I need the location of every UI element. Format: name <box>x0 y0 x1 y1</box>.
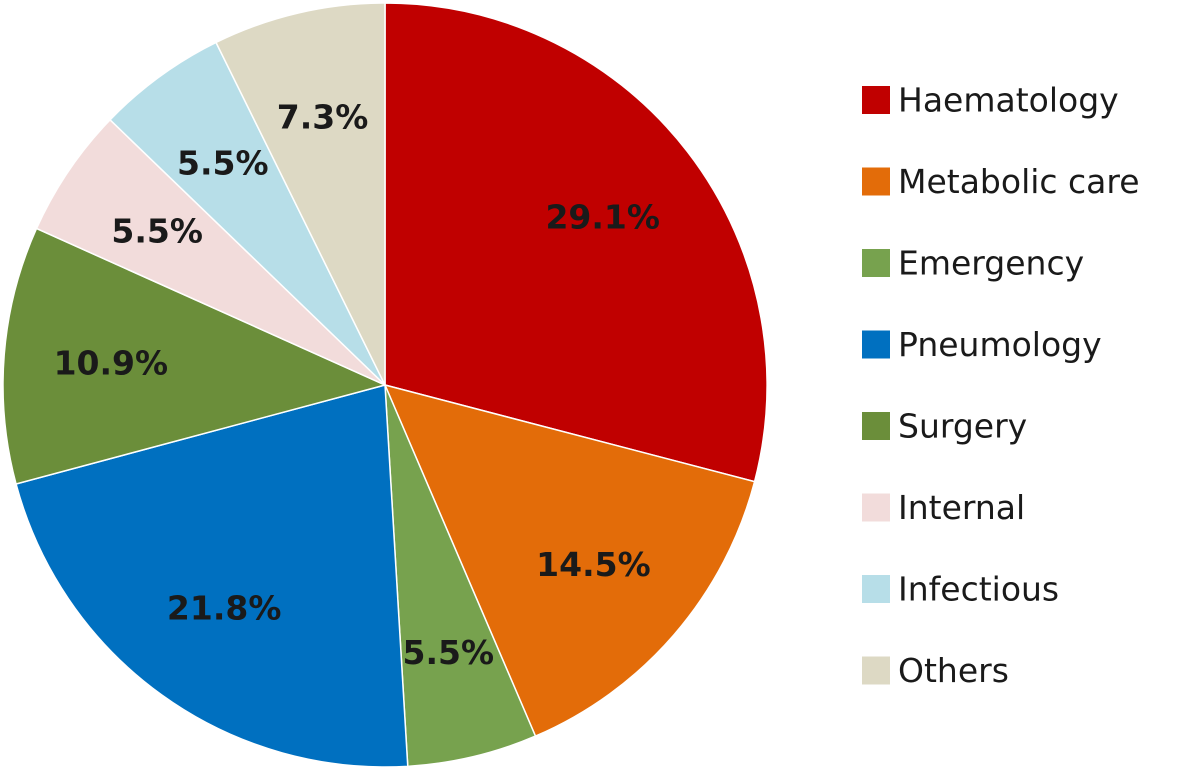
legend-item-haematology: Haematology <box>862 81 1119 120</box>
legend-swatch-internal <box>862 493 890 522</box>
legend-item-metabolic-care: Metabolic care <box>862 162 1140 201</box>
pie-slice-labels: 29.1%14.5%5.5%21.8%10.9%5.5%5.5%7.3% <box>54 98 660 673</box>
slice-label-infectious: 5.5% <box>177 143 269 182</box>
legend-item-pneumology: Pneumology <box>862 325 1102 364</box>
legend-item-infectious: Infectious <box>862 570 1059 609</box>
legend-label-others: Others <box>898 651 1009 690</box>
slice-label-haematology: 29.1% <box>545 197 660 236</box>
pie-slice-others <box>215 2 386 386</box>
legend-swatch-others <box>862 656 890 685</box>
slice-label-surgery: 10.9% <box>54 344 169 383</box>
legend-swatch-emergency <box>862 249 890 277</box>
pie-slice-surgery <box>2 227 388 485</box>
slice-label-metabolic-care: 14.5% <box>536 545 651 584</box>
legend-label-pneumology: Pneumology <box>898 325 1102 364</box>
legend-item-internal: Internal <box>862 488 1025 527</box>
pie-slice-infectious <box>108 41 386 386</box>
legend-item-emergency: Emergency <box>862 244 1084 283</box>
legend-swatch-pneumology <box>862 330 890 359</box>
legend-swatch-surgery <box>862 412 890 440</box>
legend-label-infectious: Infectious <box>898 570 1059 609</box>
slice-label-others: 7.3% <box>277 98 369 137</box>
pie-slice-pneumology <box>15 384 409 768</box>
pie-slices <box>2 2 768 768</box>
slice-label-pneumology: 21.8% <box>167 589 282 628</box>
legend-item-surgery: Surgery <box>862 407 1027 446</box>
slice-label-emergency: 5.5% <box>403 633 495 672</box>
legend-label-internal: Internal <box>898 488 1025 527</box>
legend-swatch-infectious <box>862 575 890 603</box>
legend-label-emergency: Emergency <box>898 244 1084 283</box>
legend-item-others: Others <box>862 651 1009 690</box>
pie-slice-metabolic-care <box>383 383 756 738</box>
pie-slice-haematology <box>384 2 768 483</box>
pie-slice-internal <box>35 118 386 386</box>
legend-label-metabolic-care: Metabolic care <box>898 162 1140 201</box>
legend-label-surgery: Surgery <box>898 407 1027 446</box>
legend-swatch-haematology <box>862 86 890 114</box>
pie-slice-emergency <box>384 384 537 768</box>
slice-label-internal: 5.5% <box>111 211 203 250</box>
legend-label-haematology: Haematology <box>898 81 1119 120</box>
legend: Haematology Metabolic care Emergency Pneumo… <box>862 81 1140 690</box>
legend-swatch-metabolic-care <box>862 167 890 196</box>
